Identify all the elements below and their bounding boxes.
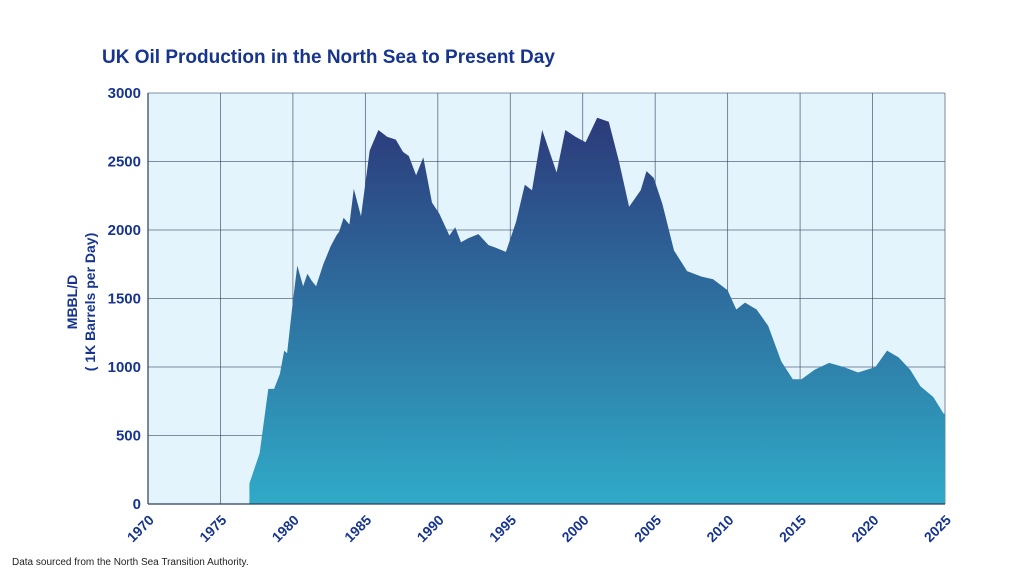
x-tick-label: 1980 (269, 512, 302, 545)
x-tick-label: 2000 (558, 512, 591, 545)
y-tick-label: 500 (116, 428, 141, 445)
x-tick-label: 1990 (414, 512, 447, 545)
y-tick-label: 1000 (108, 359, 141, 376)
x-tick-label: 2010 (703, 512, 736, 545)
y-tick-label: 2500 (108, 154, 141, 171)
y-tick-label: 1500 (108, 291, 141, 308)
x-tick-label: 2015 (776, 512, 809, 545)
y-tick-labels: 0 500 1000 1500 2000 2500 3000 (108, 85, 141, 513)
y-tick-label: 3000 (108, 85, 141, 102)
y-axis-label-line2: ( 1K Barrels per Day) (82, 233, 98, 372)
source-note: Data sourced from the North Sea Transiti… (12, 557, 249, 568)
x-tick-label: 1975 (196, 512, 229, 545)
y-tick-label: 2000 (108, 222, 141, 239)
x-tick-label: 1995 (486, 512, 519, 545)
x-tick-label: 2005 (631, 512, 664, 545)
x-tick-label: 1970 (124, 512, 157, 545)
chart-title: UK Oil Production in the North Sea to Pr… (102, 47, 555, 68)
y-tick-label: 0 (133, 496, 141, 513)
y-axis-label-line1: MBBL/D (64, 275, 80, 329)
x-tick-label: 1985 (341, 512, 374, 545)
x-tick-label: 2020 (848, 512, 881, 545)
x-tick-labels: 1970 1975 1980 1985 1990 1995 2000 2005 2010 2015… (124, 512, 954, 545)
production-area (249, 117, 945, 504)
x-tick-label: 2025 (921, 512, 954, 545)
axes (147, 93, 945, 505)
